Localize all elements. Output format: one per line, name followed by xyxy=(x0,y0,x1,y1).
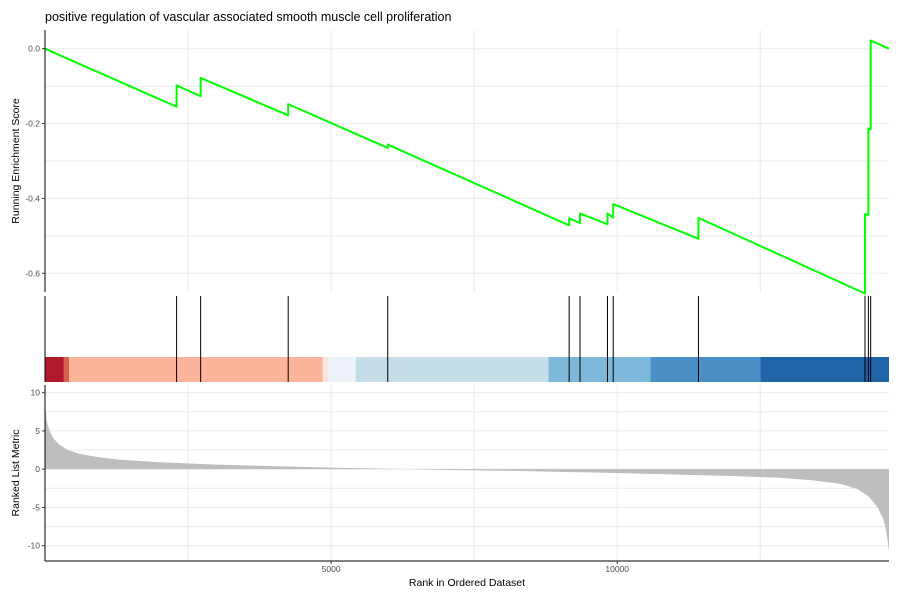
x-tick-label: 10000 xyxy=(605,564,629,574)
axes xyxy=(44,30,889,562)
rank-color-bar xyxy=(45,357,889,382)
running-score-line xyxy=(44,39,890,295)
y-tick-label-rl: 10 xyxy=(31,388,41,398)
color-bar-segment xyxy=(760,357,889,382)
color-bar-segment xyxy=(69,357,323,382)
y-tick-label-rl: 5 xyxy=(35,426,40,436)
y-tick-label-rl: -10 xyxy=(28,541,41,551)
color-bar-segment xyxy=(45,357,64,382)
y-tick-label-rl: -5 xyxy=(32,502,40,512)
x-axis-title: Rank in Ordered Dataset xyxy=(409,577,525,589)
ranked-metric-fill xyxy=(45,404,889,552)
y-tick-label-es: 0.0 xyxy=(28,44,40,54)
color-bar-segment xyxy=(548,357,651,382)
tick-labels: 0.0 -0.2 -0.4 -0.6 10 5 0 -5 -10 5000 10000 xyxy=(25,44,629,574)
chart-title: positive regulation of vascular associat… xyxy=(45,10,451,24)
y-tick-label-es: -0.2 xyxy=(25,119,40,129)
y-axis-title-running-score: Running Enrichment Score xyxy=(10,98,22,224)
color-bar-segment xyxy=(355,357,549,382)
x-tick-label: 5000 xyxy=(322,564,341,574)
y-tick-label-es: -0.6 xyxy=(25,268,40,278)
gridlines xyxy=(45,30,889,561)
running-score-panel xyxy=(44,39,890,295)
ranked-metric-area xyxy=(45,404,889,552)
color-bar-segment xyxy=(328,357,356,382)
y-axis-title-ranked-metric: Ranked List Metric xyxy=(10,430,22,517)
color-bar-segment xyxy=(63,357,70,382)
color-bar-segment xyxy=(650,357,761,382)
y-tick-label-rl: 0 xyxy=(35,464,40,474)
gene-hit-markers xyxy=(176,296,872,382)
color-bar-segment xyxy=(322,357,329,382)
y-tick-label-es: -0.4 xyxy=(25,193,40,203)
